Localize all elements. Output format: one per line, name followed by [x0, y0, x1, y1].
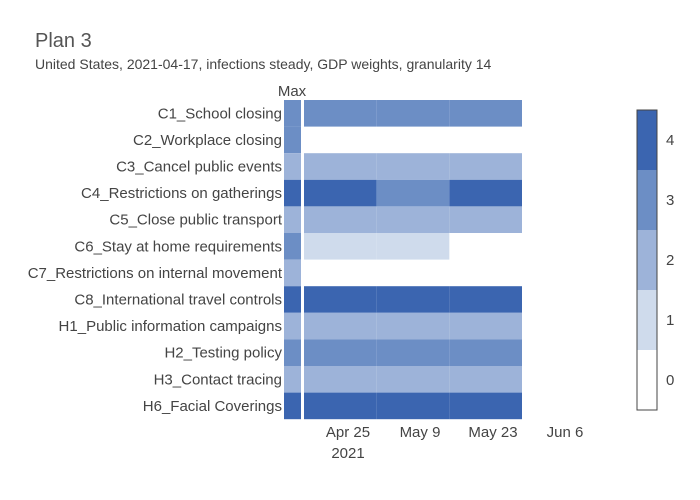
max-cell [284, 259, 301, 287]
heatmap-cell [449, 339, 522, 366]
colorbar-segment [637, 290, 657, 350]
x-tick-label: May 9 [400, 424, 441, 441]
colorbar-tick-label: 1 [666, 312, 674, 329]
colorbar-segment [637, 230, 657, 290]
heatmap-cell [376, 312, 450, 340]
row-label: C4_Restrictions on gatherings [81, 185, 282, 202]
heatmap-cell [449, 392, 522, 420]
heatmap-cell [449, 179, 522, 207]
row-label: H6_Facial Coverings [143, 398, 282, 415]
x-tick-label: Apr 25 [326, 424, 370, 441]
max-cell [284, 233, 301, 260]
heatmap-cell [376, 179, 450, 207]
heatmap-cell [304, 206, 377, 233]
colorbar-tick-label: 2 [666, 252, 674, 269]
colorbar-segment [637, 170, 657, 230]
chart-subtitle: United States, 2021-04-17, infections st… [35, 56, 492, 72]
max-cell [284, 286, 301, 313]
row-label: C1_School closing [158, 105, 282, 122]
max-column [284, 100, 301, 420]
heatmap-cell [449, 206, 522, 233]
x-axis: Apr 25 May 9 May 23 Jun 6 [326, 424, 583, 441]
max-column-label: Max [278, 83, 307, 100]
heatmap-cell [449, 312, 522, 340]
heatmap-cell [449, 153, 522, 180]
heatmap-cell [304, 392, 377, 420]
colorbar-segment [637, 350, 657, 410]
heatmap-cell [304, 100, 377, 127]
heatmap-cell [304, 366, 377, 393]
heatmap-cells [304, 100, 522, 420]
max-cell [284, 100, 301, 127]
row-label: C7_Restrictions on internal movement [28, 265, 283, 282]
x-tick-label: Jun 6 [547, 424, 584, 441]
row-label: C2_Workplace closing [133, 132, 282, 149]
heatmap-cell [304, 286, 377, 313]
colorbar: 0 1 2 3 4 [636, 109, 674, 411]
max-cell [284, 126, 301, 154]
heatmap-cell [376, 366, 450, 393]
heatmap-cell [449, 100, 522, 127]
heatmap-cell [304, 233, 377, 260]
heatmap-cell [376, 100, 450, 127]
heatmap-cell [376, 206, 450, 233]
max-cell [284, 312, 301, 340]
heatmap-cell [304, 179, 377, 207]
max-cell [284, 392, 301, 420]
row-label: H3_Contact tracing [154, 371, 282, 388]
heatmap-cell [304, 339, 377, 366]
heatmap-cell [304, 153, 377, 180]
row-label: H1_Public information campaigns [59, 318, 282, 335]
row-label: H2_Testing policy [164, 345, 282, 362]
heatmap-cell [449, 366, 522, 393]
colorbar-tick-label: 4 [666, 132, 674, 149]
max-cell [284, 206, 301, 233]
heatmap-cell [304, 312, 377, 340]
max-cell [284, 366, 301, 393]
heatmap-cell [376, 153, 450, 180]
x-year-label: 2021 [331, 445, 364, 462]
heatmap-cell [449, 286, 522, 313]
row-label: C3_Cancel public events [116, 159, 282, 176]
heatmap-cell [376, 233, 450, 260]
x-tick-label: May 23 [468, 424, 517, 441]
heatmap-cell [376, 392, 450, 420]
colorbar-segment [637, 110, 657, 170]
max-cell [284, 339, 301, 366]
row-labels: C1_School closing C2_Workplace closing C3_… [28, 105, 283, 415]
row-label: C8_International travel controls [74, 292, 282, 309]
max-cell [284, 179, 301, 207]
row-label: C6_Stay at home requirements [74, 238, 282, 255]
chart-title: Plan 3 [35, 30, 92, 52]
row-label: C5_Close public transport [109, 212, 282, 229]
colorbar-tick-label: 3 [666, 192, 674, 209]
heatmap-cell [376, 339, 450, 366]
colorbar-tick-label: 0 [666, 372, 674, 389]
colorbar-outline [636, 109, 658, 411]
max-cell [284, 153, 301, 180]
heatmap-cell [376, 286, 450, 313]
